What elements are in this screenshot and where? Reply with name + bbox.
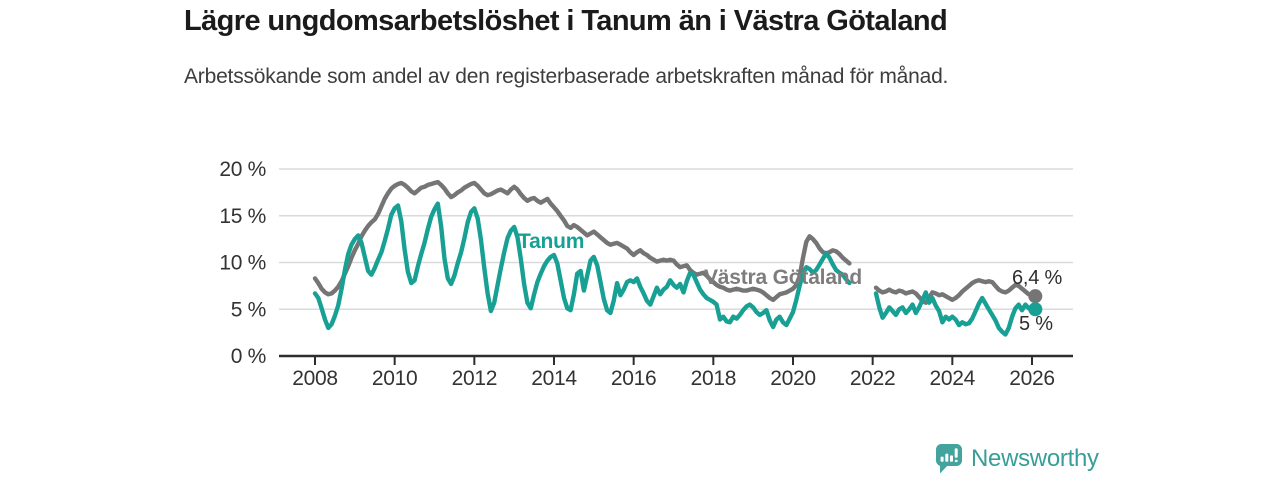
y-tick-label: 5 % [231, 298, 266, 321]
x-tick-label: 2018 [691, 367, 737, 390]
newsworthy-logo[interactable]: Newsworthy [936, 443, 1099, 475]
y-tick-label: 0 % [231, 345, 266, 368]
y-tick-label: 20 % [219, 158, 266, 181]
tanum-end-dot [1028, 302, 1043, 317]
vastra-gotaland-line [312, 179, 1038, 305]
series-label-vastra-gotaland: Västra Götaland [704, 266, 863, 289]
vastra-gotaland-end-dot [1028, 289, 1043, 304]
x-tick-label: 2014 [531, 367, 577, 390]
newsworthy-logo-text: Newsworthy [971, 445, 1099, 472]
series-label-tanum: Tanum [518, 230, 585, 253]
x-tick-label: 2012 [452, 367, 498, 390]
end-value-label-tanum: 5 % [1019, 313, 1053, 335]
bar-chart-speech-bubble-icon [936, 444, 962, 474]
y-tick-label: 15 % [219, 205, 266, 228]
x-tick-label: 2024 [930, 367, 976, 390]
x-tick-label: 2022 [850, 367, 896, 390]
x-tick-label: 2010 [372, 367, 418, 390]
chart-title: Lägre ungdomsarbetslöshet i Tanum än i V… [184, 5, 948, 37]
end-value-label-vastra-gotaland: 6,4 % [1012, 267, 1063, 289]
x-tick-label: 2020 [770, 367, 816, 390]
x-tick-label: 2008 [292, 367, 338, 390]
tanum-line [312, 201, 1038, 337]
x-tick-label: 2026 [1009, 367, 1055, 390]
y-tick-label: 10 % [219, 252, 266, 275]
x-tick-label: 2016 [611, 367, 657, 390]
chart-subtitle: Arbetssökande som andel av den registerb… [184, 65, 949, 88]
